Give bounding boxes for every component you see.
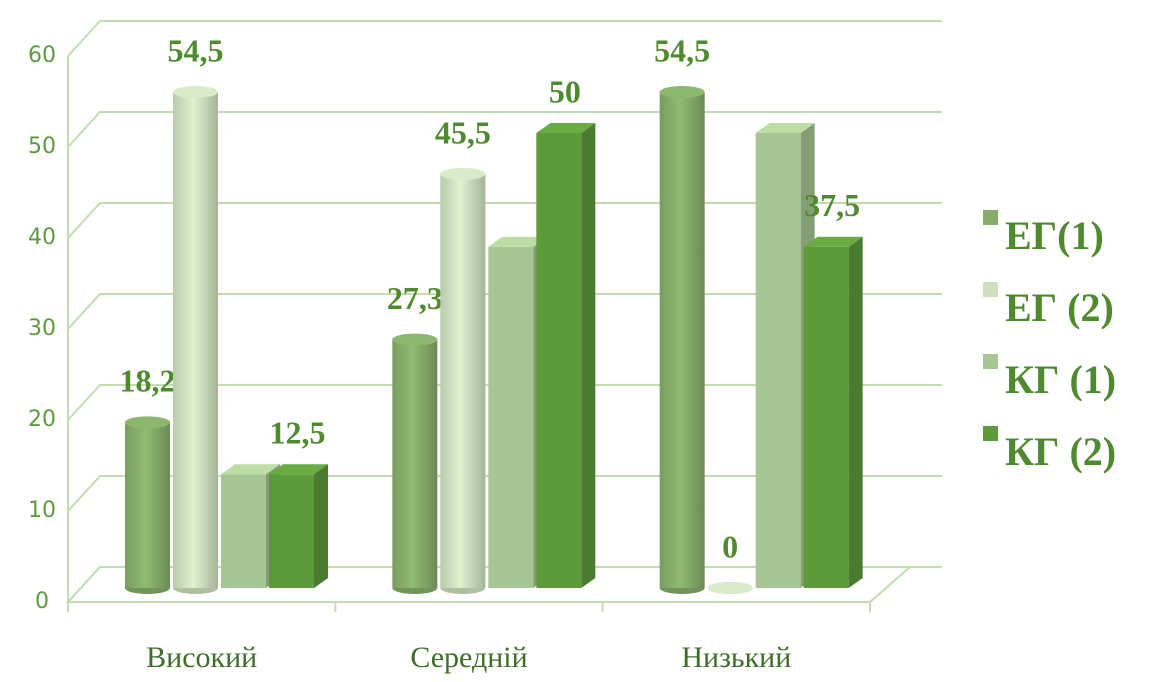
bar-top (173, 86, 218, 99)
bar-top (755, 123, 815, 133)
legend-label: КГ (2) (1005, 429, 1116, 474)
bar (440, 173, 486, 588)
value-label: 45,5 (435, 114, 491, 150)
legend-swatch (983, 282, 998, 297)
y-tick-label: 20 (28, 407, 56, 432)
bar-top (221, 464, 280, 475)
y-tick-label: 0 (35, 589, 49, 614)
bar (125, 422, 170, 588)
value-label: 54,5 (654, 32, 710, 68)
y-tick-label: 50 (28, 134, 56, 159)
bar (488, 246, 534, 588)
legend-swatch (983, 210, 998, 225)
legend-swatch (983, 426, 998, 441)
legend-label: ЕГ(1) (1005, 213, 1104, 258)
bar-side (848, 236, 863, 588)
cylinder (707, 582, 753, 594)
legend-swatch (983, 354, 998, 369)
bar (392, 339, 438, 588)
value-label: 54,5 (168, 32, 224, 68)
y-tick-label: 60 (28, 43, 56, 68)
y-tick-label: 10 (28, 498, 56, 523)
bar-top (125, 416, 170, 429)
bar-top (536, 123, 596, 133)
value-label: 18,2 (120, 363, 176, 399)
cylinder (659, 86, 705, 594)
cylinder (392, 333, 438, 594)
legend-label: ЕГ (2) (1005, 285, 1114, 330)
bar-top (659, 86, 705, 99)
bar (755, 133, 801, 588)
grid-line (67, 20, 942, 57)
x-tick-label: Середній (410, 641, 527, 674)
y-tick-label: 30 (28, 316, 56, 341)
cylinder (173, 86, 218, 594)
x-tick-label: Високий (146, 641, 257, 674)
bar (221, 474, 266, 588)
bar-top (440, 167, 486, 180)
value-label: 27,3 (387, 280, 443, 316)
bar (659, 92, 705, 589)
bar-side (314, 464, 328, 588)
value-label: 37,5 (804, 187, 860, 223)
bar-top (803, 236, 863, 247)
bar-side (581, 123, 596, 588)
value-label: 12,5 (270, 415, 326, 451)
bar (803, 246, 849, 588)
y-tick-label: 40 (28, 225, 56, 250)
bar (536, 133, 582, 588)
legend-label: КГ (1) (1005, 357, 1116, 402)
bar-top (269, 464, 328, 475)
bar (173, 92, 218, 589)
bar-top (707, 582, 753, 594)
x-tick-label: Низький (681, 641, 791, 674)
cylinder (125, 416, 170, 594)
bar-top (488, 236, 548, 247)
bar (269, 474, 314, 588)
value-label: 50 (549, 73, 581, 109)
bar-top (392, 333, 438, 346)
value-label: 0 (722, 528, 738, 564)
cylinder (440, 167, 486, 594)
